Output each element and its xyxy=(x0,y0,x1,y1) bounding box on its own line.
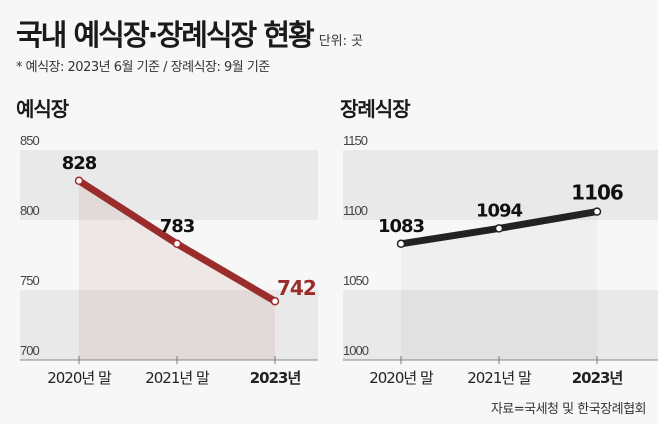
data-label: 1094 xyxy=(476,200,523,221)
data-label: 1106 xyxy=(571,181,623,205)
data-point xyxy=(494,224,504,233)
data-label: 828 xyxy=(62,153,97,174)
data-point xyxy=(270,296,280,306)
source-note: 자료=국세청 및 한국장례협회 xyxy=(490,402,647,417)
unit-label: 단위: 곳 xyxy=(318,34,364,49)
y-tick-label: 850 xyxy=(20,133,39,148)
x-tick-label: 2023년 xyxy=(250,369,301,387)
data-point xyxy=(592,207,602,216)
data-label: 1083 xyxy=(378,216,425,237)
grid-band xyxy=(343,150,658,220)
area-fill xyxy=(79,180,275,360)
y-tick-label: 1100 xyxy=(343,203,368,218)
page-title: 국내 예식장·장례식장 현황 단위: 곳 xyxy=(16,12,363,54)
y-tick-label: 750 xyxy=(20,273,39,288)
y-tick-label: 1150 xyxy=(343,133,368,148)
footnote: * 예식장: 2023년 6월 기준 / 장례식장: 9월 기준 xyxy=(16,60,270,75)
data-label: 742 xyxy=(277,276,316,300)
x-tick-label: 2021년 말 xyxy=(145,369,210,387)
grid-band xyxy=(20,290,318,360)
grid-band xyxy=(20,150,318,220)
chart-title-wedding: 예식장 xyxy=(16,97,69,121)
x-tick-label: 2021년 말 xyxy=(467,369,532,387)
x-tick-label: 2020년 말 xyxy=(369,369,434,387)
data-point xyxy=(396,239,406,249)
y-tick-label: 700 xyxy=(20,343,39,358)
data-point xyxy=(74,176,84,186)
chart-title-funeral: 장례식장 xyxy=(340,97,411,121)
x-tick-label: 2020년 말 xyxy=(47,369,112,387)
data-point xyxy=(172,239,182,249)
y-tick-label: 800 xyxy=(20,203,39,218)
title-text: 국내 예식장·장례식장 현황 xyxy=(16,18,315,52)
y-tick-label: 1050 xyxy=(343,273,369,288)
grid-band xyxy=(20,220,318,290)
grid-band xyxy=(343,290,658,360)
data-label: 783 xyxy=(160,216,195,237)
x-tick-label: 2023년 xyxy=(572,369,623,387)
y-tick-label: 1000 xyxy=(343,343,369,358)
